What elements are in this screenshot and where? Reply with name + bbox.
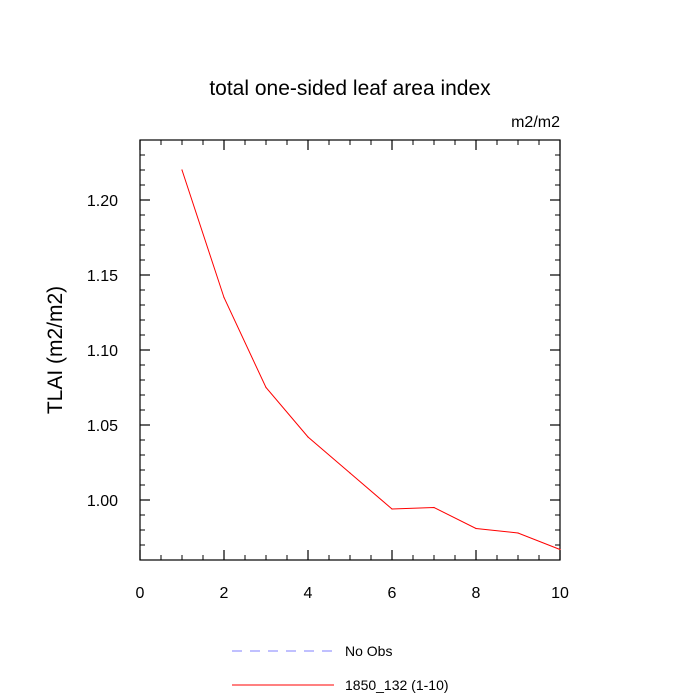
legend: No Obs 1850_132 (1-10): [232, 643, 449, 693]
y-axis-label: TLAI (m2/m2): [44, 286, 67, 414]
x-tick-label: 0: [136, 585, 145, 602]
y-tick-label: 1.15: [87, 268, 118, 285]
legend-label-1: 1850_132 (1-10): [345, 677, 449, 693]
plot-frame: [139, 139, 561, 561]
data-point: [433, 506, 435, 509]
legend-label-0: No Obs: [345, 643, 392, 659]
series-line-1: [181, 169, 561, 550]
units-label: m2/m2: [511, 114, 560, 131]
data-point: [391, 508, 393, 510]
data-point: [475, 527, 477, 530]
x-tick-label: 2: [220, 585, 229, 602]
y-tick-label: 1.00: [87, 493, 118, 510]
data-point: [223, 296, 225, 299]
plot-area: 0 2 4 6 8 10 1.00 1.05 1.10 1.15 1.20: [87, 139, 569, 602]
data-point: [349, 472, 351, 474]
data-point: [517, 532, 519, 534]
x-tick-label: 6: [388, 585, 397, 602]
data-point: [181, 169, 183, 171]
data-point: [307, 436, 309, 438]
y-tick-label: 1.20: [87, 193, 118, 210]
chart-title: total one-sided leaf area index: [209, 77, 491, 100]
data-point: [559, 548, 561, 551]
x-tick-label: 4: [304, 585, 313, 602]
x-tick-label: 8: [472, 585, 481, 602]
x-tick-label: 10: [551, 585, 569, 602]
data-point: [265, 386, 267, 389]
y-tick-label: 1.10: [87, 343, 118, 360]
y-tick-label: 1.05: [87, 418, 118, 435]
